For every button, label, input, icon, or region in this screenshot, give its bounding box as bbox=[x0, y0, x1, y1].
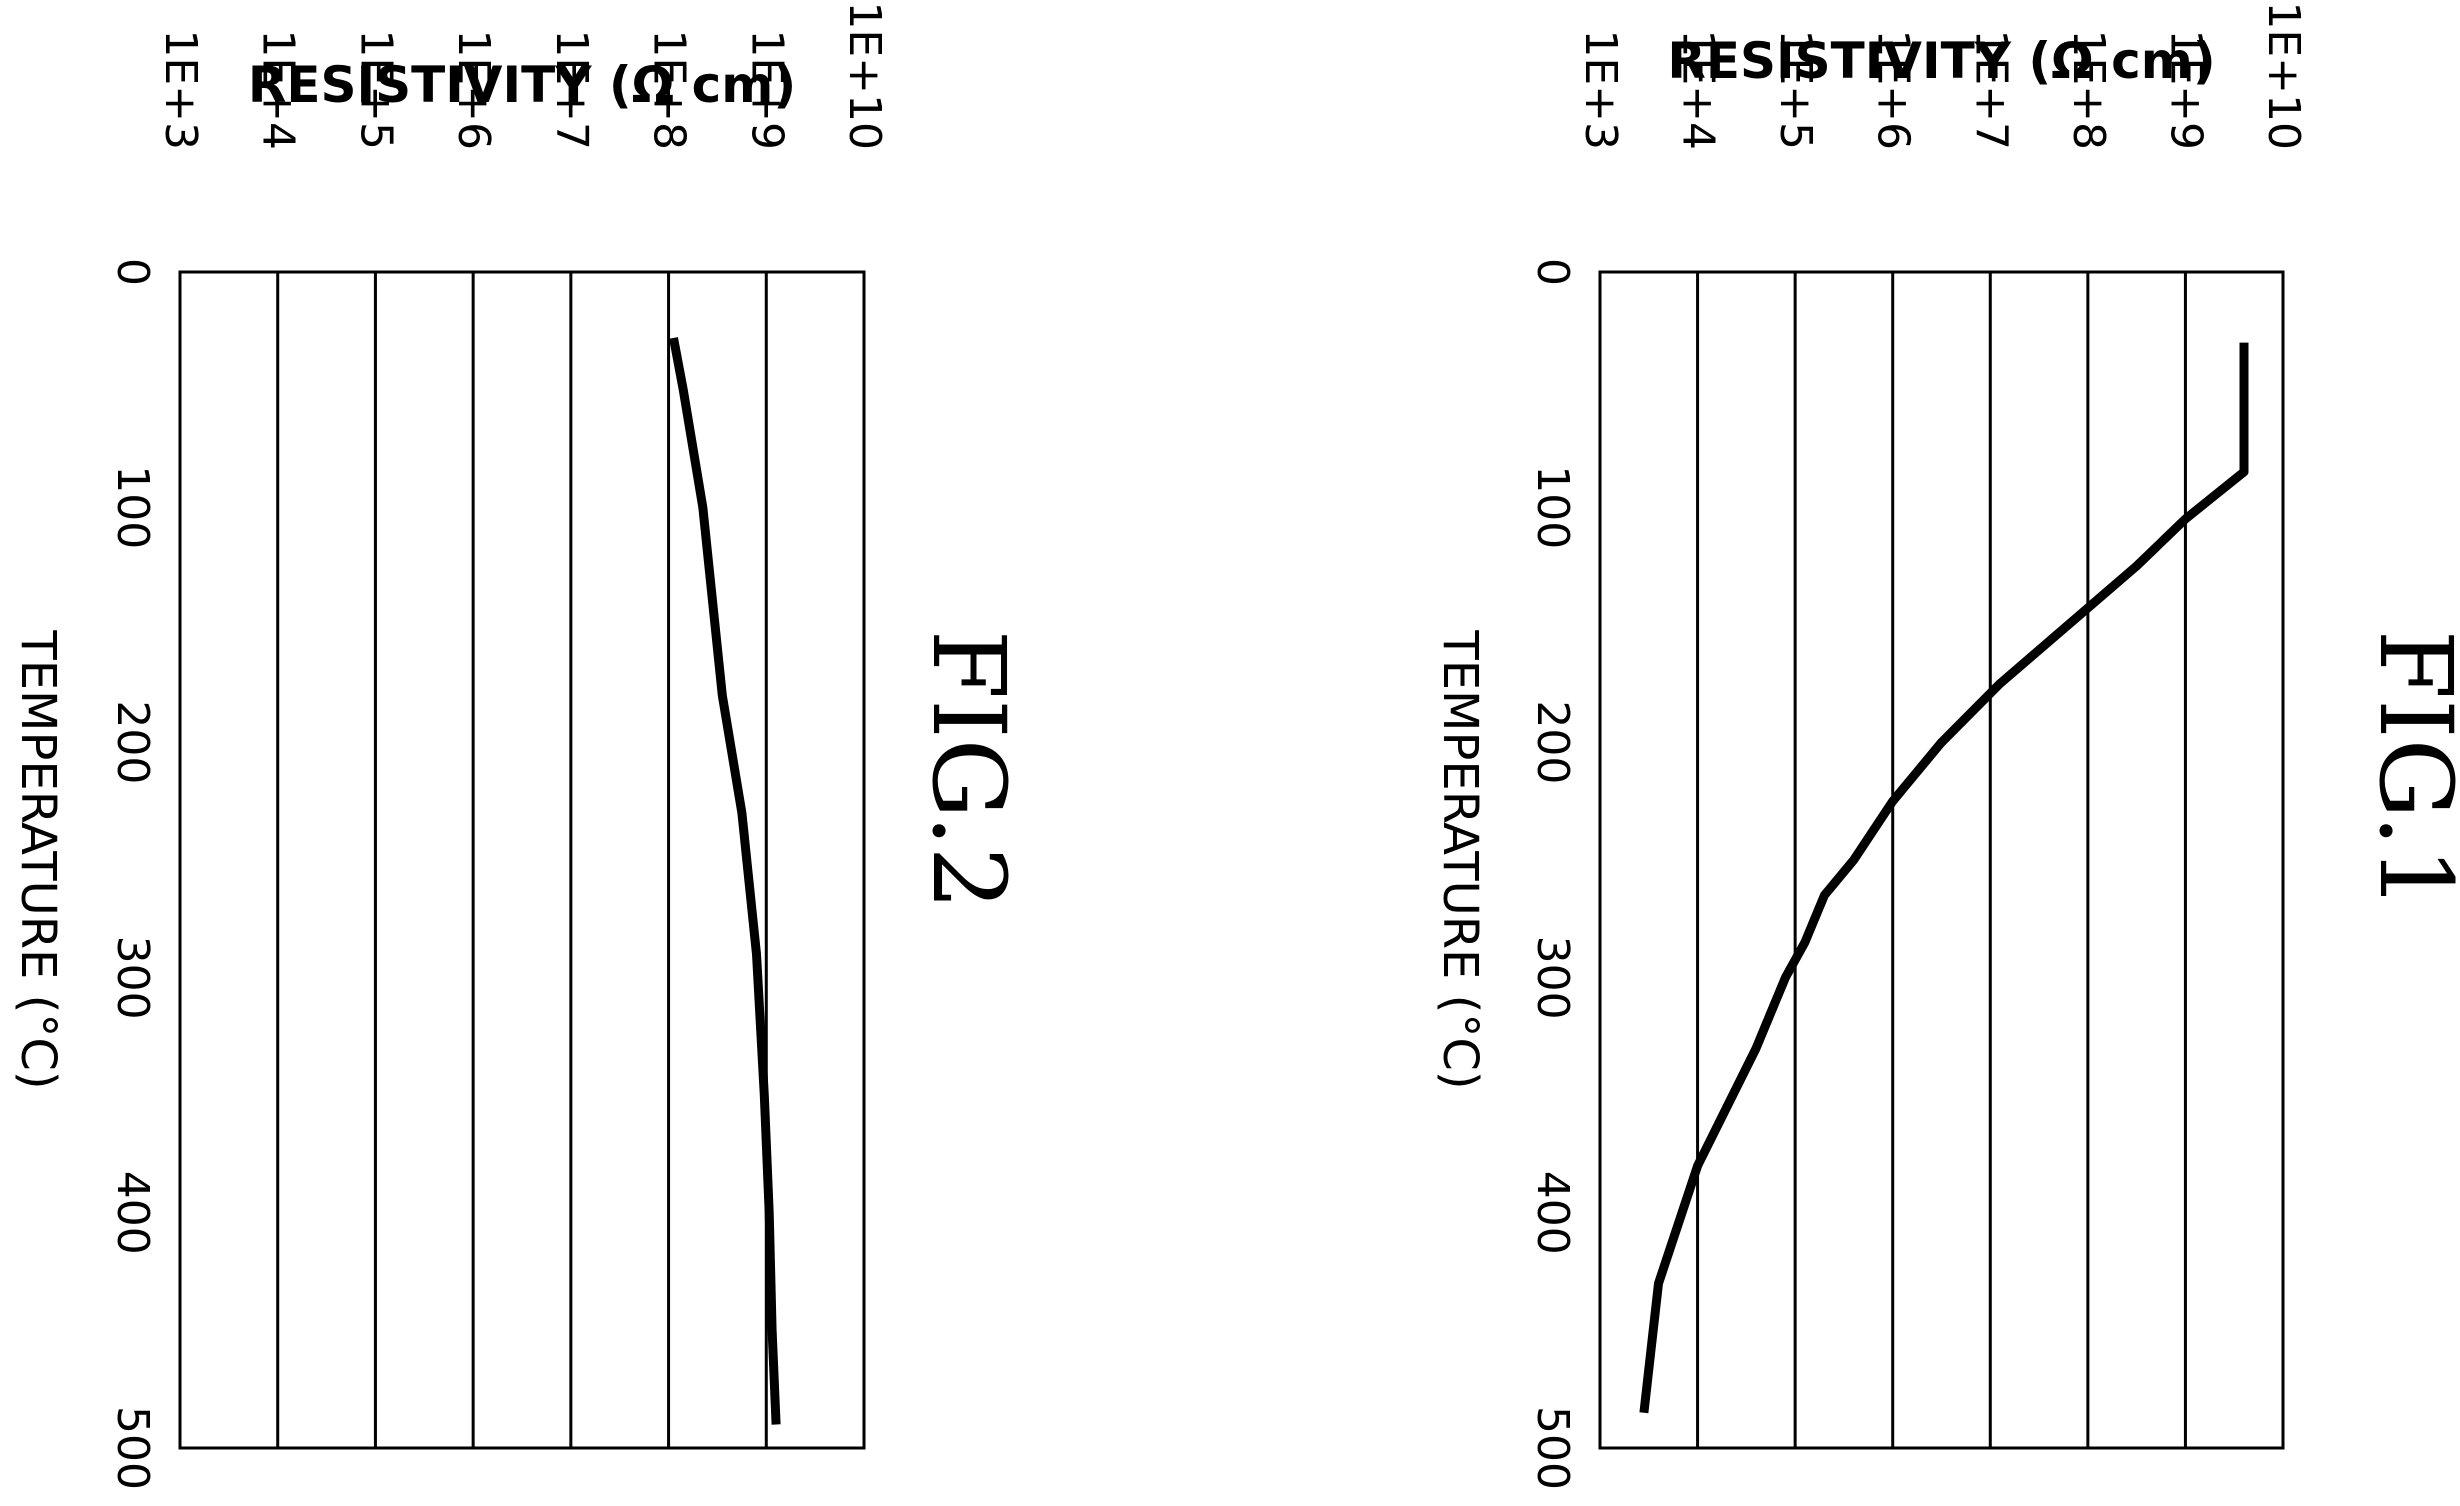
y-axis-title: RESISTIVITY (Ω cm) bbox=[1667, 32, 2215, 90]
x-tick-label: 500 bbox=[107, 1406, 158, 1490]
plot-frame bbox=[178, 270, 866, 1450]
x-tick-label: 300 bbox=[1527, 936, 1578, 1020]
y-tick-label: 1E+8 bbox=[644, 29, 695, 150]
x-tick-label: 100 bbox=[107, 465, 158, 549]
x-tick-label: 100 bbox=[1527, 465, 1578, 549]
x-tick-label: 400 bbox=[1527, 1171, 1578, 1255]
y-tick-label: 1E+4 bbox=[253, 29, 304, 150]
chart-fig1: 1E+3 1E+4 1E+5 1E+6 1E+7 1E+8 1E+9 1E+10 0 100 200… bbox=[1432, 1, 2460, 1490]
figure-label: FIG.2 bbox=[910, 630, 1027, 911]
y-tick-label: 1E+3 bbox=[155, 29, 206, 150]
y-tick-label: 1E+10 bbox=[839, 1, 890, 150]
y-tick-label: 1E+5 bbox=[1770, 29, 1821, 150]
x-axis-title: TEMPERATURE (°C) bbox=[1432, 629, 1488, 1089]
y-tick-label: 1E+9 bbox=[2160, 29, 2211, 150]
y-tick-label: 1E+5 bbox=[350, 29, 401, 150]
y-tick-label: 1E+6 bbox=[448, 29, 499, 150]
y-tick-label: 1E+7 bbox=[546, 29, 597, 150]
y-tick-label: 1E+9 bbox=[741, 29, 792, 150]
x-tick-label: 400 bbox=[107, 1171, 158, 1255]
y-tick-label: 1E+3 bbox=[1575, 29, 1626, 150]
plot-frame bbox=[1598, 270, 2285, 1450]
series-line bbox=[669, 337, 781, 1425]
x-tick-label: 300 bbox=[107, 936, 158, 1020]
y-tick-label: 1E+10 bbox=[2258, 1, 2309, 150]
x-axis-title: TEMPERATURE (°C) bbox=[10, 629, 66, 1089]
series-line bbox=[1639, 342, 2249, 1414]
x-tick-label: 500 bbox=[1527, 1406, 1578, 1490]
figure-label: FIG.1 bbox=[2357, 630, 2460, 911]
y-tick-label: 1E+7 bbox=[1965, 29, 2016, 150]
x-tick-label: 0 bbox=[107, 258, 158, 286]
x-tick-label: 200 bbox=[107, 700, 158, 784]
y-tick-label: 1E+6 bbox=[1868, 29, 1919, 150]
chart-fig2: 1E+3 1E+4 1E+5 1E+6 1E+7 1E+8 1E+9 1E+10 0 100 200… bbox=[10, 1, 1027, 1490]
x-tick-label: 200 bbox=[1527, 700, 1578, 784]
y-tick-label: 1E+4 bbox=[1673, 29, 1724, 150]
x-tick-label: 0 bbox=[1527, 258, 1578, 286]
y-tick-label: 1E+8 bbox=[2063, 29, 2114, 150]
y-axis-title: RESISTIVITY (Ω cm) bbox=[248, 56, 796, 114]
